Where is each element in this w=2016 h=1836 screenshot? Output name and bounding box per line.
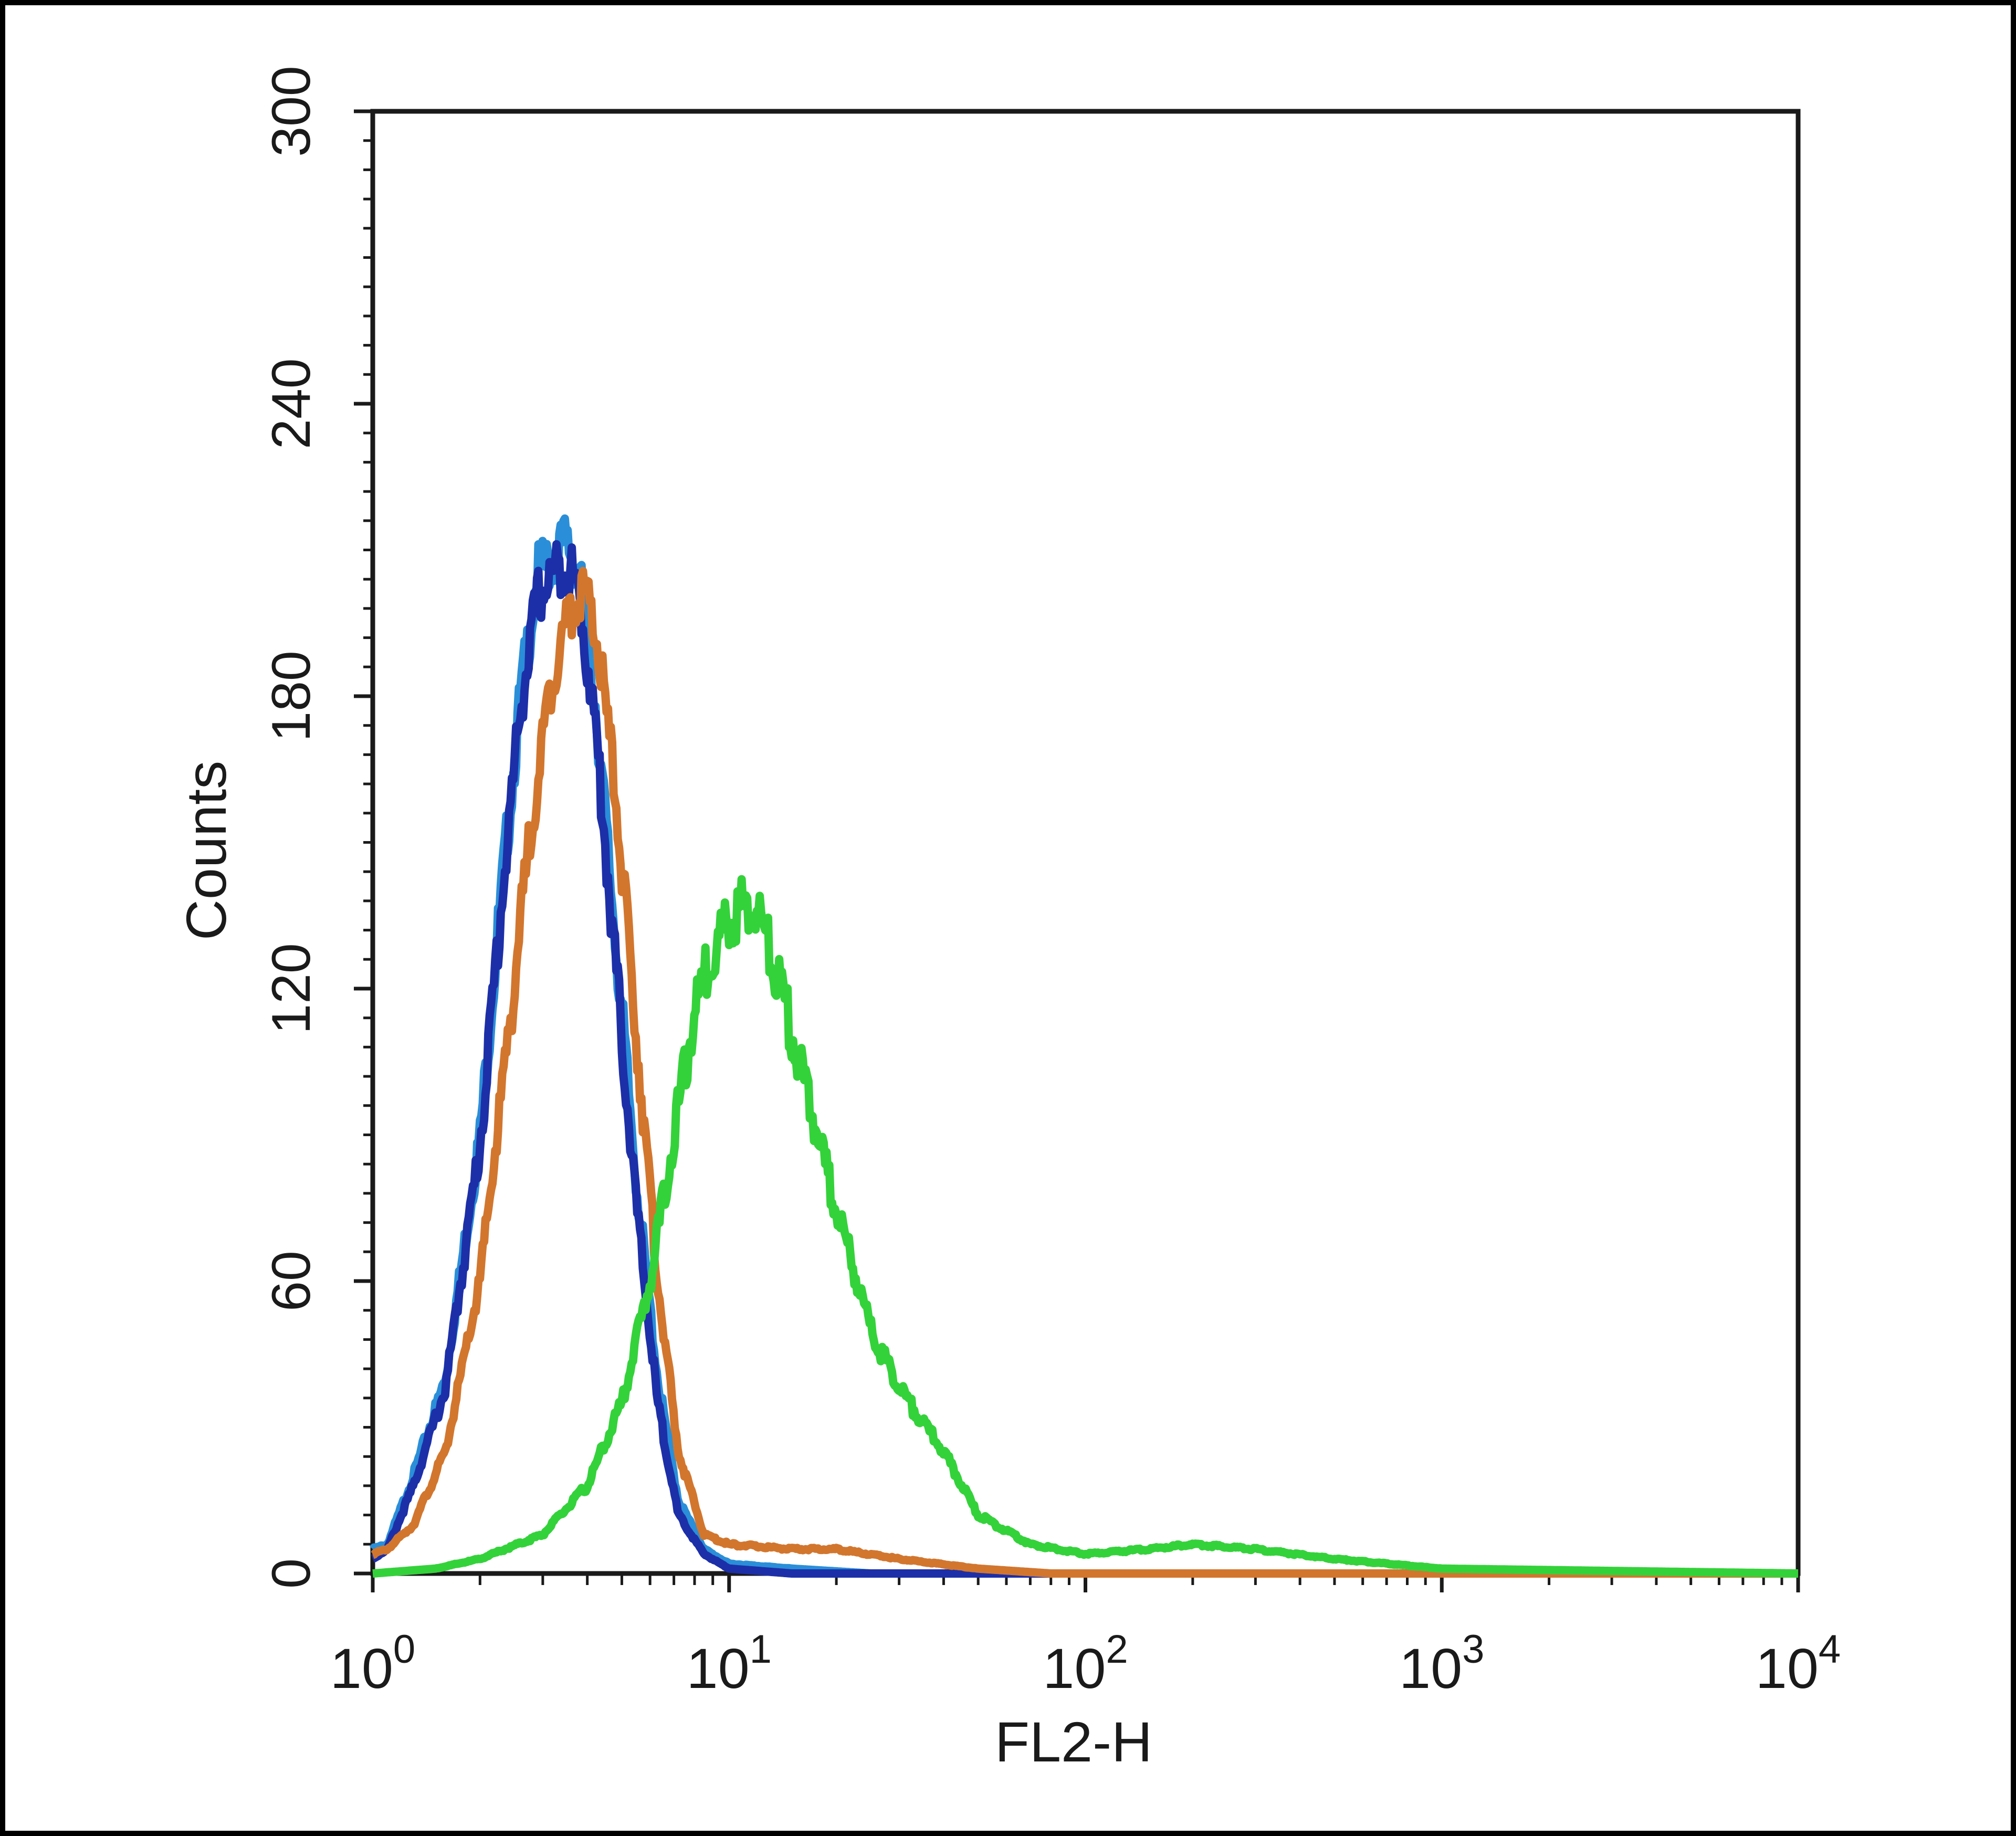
y-tick-label: 120 (261, 943, 322, 1034)
y-tick-label: 300 (261, 66, 322, 157)
y-tick-label: 240 (261, 358, 322, 449)
y-tick-label: 60 (261, 1251, 322, 1312)
plot-area (370, 109, 1801, 1576)
x-tick-label: 102 (1043, 1627, 1128, 1700)
y-tick-label: 180 (261, 651, 322, 742)
histogram-series-line (370, 875, 1801, 1578)
series-layer (369, 514, 1801, 1578)
x-tick-label: 101 (687, 1627, 772, 1700)
x-axis: 100 101 102 103 104 (330, 1573, 1841, 1700)
y-axis: 0 60 120 180 240 300 (261, 66, 373, 1589)
x-axis-label: FL2-H (995, 1710, 1152, 1774)
x-tick-label: 104 (1756, 1627, 1841, 1700)
y-axis-label: Counts (174, 761, 238, 940)
x-tick-label: 103 (1399, 1627, 1484, 1700)
y-tick-label: 0 (261, 1558, 322, 1589)
x-tick-label: 100 (330, 1627, 415, 1700)
